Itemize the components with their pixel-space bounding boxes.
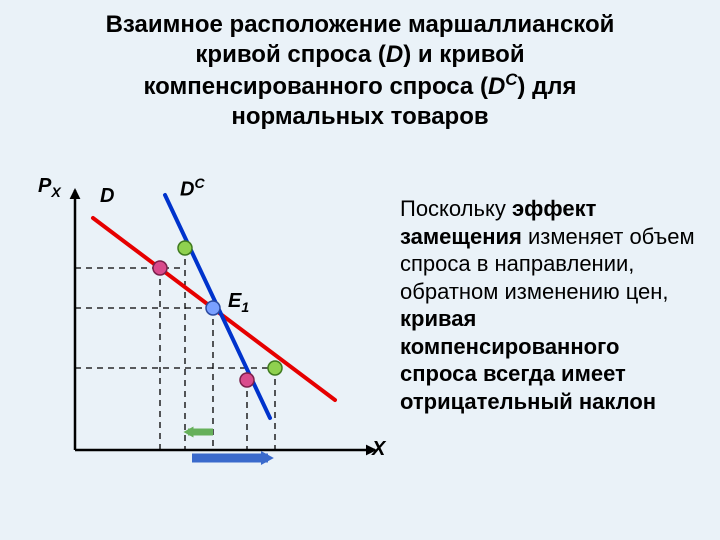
e1-1: 1: [241, 299, 249, 315]
dc-curve-label: DC: [180, 175, 205, 202]
y-axis-label: PX: [38, 175, 61, 200]
e1-E: E: [228, 290, 241, 312]
body-pre: Поскольку: [400, 196, 512, 221]
body-text: Поскольку эффект замещения изменяет объе…: [400, 195, 700, 415]
x-axis-label: X: [372, 438, 385, 461]
y-axis-sub: X: [51, 184, 60, 200]
dc-label-D: D: [180, 179, 194, 201]
d-curve-label: D: [100, 185, 114, 208]
body-b2: кривая компенсированного спроса всегда и…: [400, 306, 656, 414]
slide: Взаимное расположение маршаллианской кри…: [0, 0, 720, 540]
e1-label: E1: [228, 290, 249, 315]
d-label-text: D: [100, 185, 114, 207]
y-axis-P: P: [38, 175, 51, 197]
dc-label-C: C: [194, 175, 204, 191]
x-axis-text: X: [372, 438, 385, 460]
